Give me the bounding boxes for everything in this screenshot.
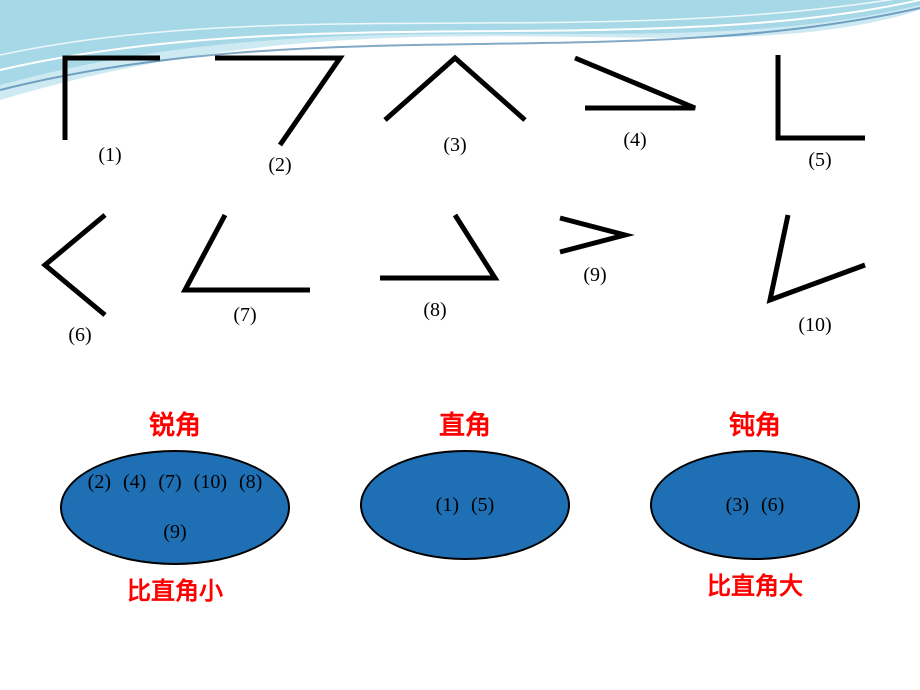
category-oval-right: (1) (5) [360,450,570,560]
angle-a1: (1) [55,50,165,167]
category-obtuse: 钝角 (3) (6) 比直角大 [640,405,870,601]
angle-polyline-a3 [385,58,525,120]
angle-shape-a4 [570,50,700,125]
angle-shape-a9 [555,210,635,260]
category-right: 直角 (1) (5) [350,405,580,560]
angle-a10: (10) [760,210,870,337]
angle-shape-a5 [770,50,870,145]
angle-label-a5: (5) [770,149,870,172]
angle-shape-a10 [760,210,870,310]
angle-label-a3: (3) [380,134,530,157]
angle-a2: (2) [210,50,350,177]
angle-shape-a8 [370,210,500,295]
category-oval-acute: (2) (4) (7) (10) (8) (9) [60,450,290,565]
category-item-obtuse-1: (6) [761,494,784,517]
angle-polyline-a10 [770,215,865,300]
category-title-right: 直角 [350,405,580,442]
angle-shape-a7 [175,210,315,300]
angle-label-a8: (8) [370,299,500,322]
category-item-right-0: (1) [436,494,459,517]
category-item-acute-5: (9) [163,521,186,544]
angle-polyline-a1 [65,58,160,140]
category-item-acute-4: (8) [239,471,262,494]
category-item-right-1: (5) [471,494,494,517]
angle-shape-a1 [55,50,165,140]
angle-shape-a2 [210,50,350,150]
category-item-acute-1: (4) [123,471,146,494]
category-sub-obtuse: 比直角大 [640,566,870,601]
angle-shape-a6 [35,210,125,320]
angle-a9: (9) [555,210,635,287]
angle-a7: (7) [175,210,315,327]
angle-polyline-a2 [215,58,340,145]
category-oval-obtuse: (3) (6) [650,450,860,560]
wave-line-3 [0,0,920,55]
angle-polyline-a9 [560,218,625,252]
category-sub-acute: 比直角小 [50,571,300,606]
angle-label-a9: (9) [555,264,635,287]
category-item-acute-2: (7) [158,471,181,494]
angle-a3: (3) [380,50,530,157]
angle-label-a7: (7) [175,304,315,327]
category-item-acute-0: (2) [88,471,111,494]
angle-shape-a3 [380,50,530,130]
angle-a8: (8) [370,210,500,322]
angle-polyline-a7 [185,215,310,290]
angle-polyline-a4 [575,58,695,108]
angle-label-a10: (10) [760,314,870,337]
angle-a6: (6) [35,210,125,347]
angle-polyline-a8 [380,215,495,278]
category-title-obtuse: 钝角 [640,405,870,442]
angle-a4: (4) [570,50,700,152]
angle-polyline-a6 [45,215,105,315]
angle-label-a2: (2) [210,154,350,177]
category-item-acute-3: (10) [194,471,227,494]
angle-polyline-a5 [778,55,865,138]
category-title-acute: 锐角 [50,405,300,442]
category-item-obtuse-0: (3) [726,494,749,517]
category-acute: 锐角 (2) (4) (7) (10) (8) (9) 比直角小 [50,405,300,606]
angle-a5: (5) [770,50,870,172]
angle-label-a4: (4) [570,129,700,152]
angle-label-a1: (1) [55,144,165,167]
angle-label-a6: (6) [35,324,125,347]
